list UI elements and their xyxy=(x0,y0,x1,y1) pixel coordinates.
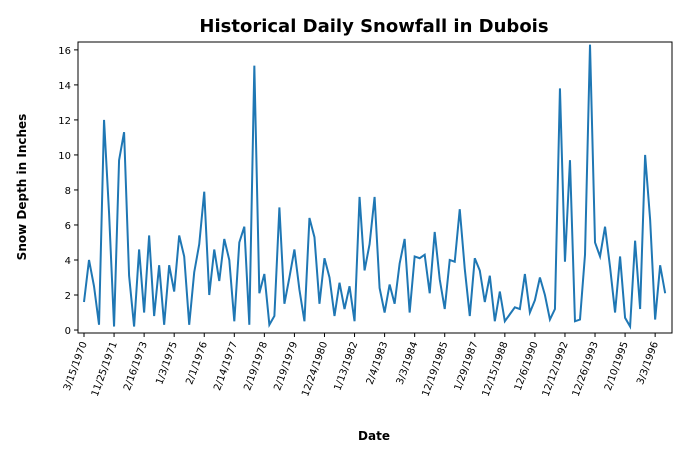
chart-title: Historical Daily Snowfall in Dubois xyxy=(199,16,548,37)
x-tick-label: 12/15/1988 xyxy=(481,340,511,398)
x-tick-label: 3/3/1996 xyxy=(635,340,661,386)
y-tick-label: 12 xyxy=(58,116,71,127)
x-tick-label: 3/3/1984 xyxy=(395,340,421,386)
x-tick-label: 12/24/1980 xyxy=(300,340,330,398)
x-tick-label: 12/6/1990 xyxy=(513,340,541,392)
y-axis-label: Snow Depth in Inches xyxy=(15,114,29,261)
y-tick-label: 16 xyxy=(58,46,71,57)
x-tick-label: 2/4/1983 xyxy=(365,340,391,386)
x-tick-label: 12/26/1993 xyxy=(571,340,601,398)
x-tick-label: 2/19/1978 xyxy=(242,340,270,392)
line xyxy=(83,44,667,330)
y-tick-label: 8 xyxy=(65,186,71,197)
y-tick-label: 10 xyxy=(58,151,71,162)
y-tick-label: 4 xyxy=(65,256,71,267)
plot-frame xyxy=(77,41,673,334)
y-tick-label: 14 xyxy=(58,81,71,92)
x-tick-label: 1/3/1975 xyxy=(154,340,180,386)
x-tick-label: 2/10/1995 xyxy=(603,340,631,392)
x-tick-label: 1/29/1987 xyxy=(453,340,481,392)
x-axis-label: Date xyxy=(358,429,390,443)
x-tick-label: 2/16/1973 xyxy=(122,340,150,392)
y-tick-label: 2 xyxy=(65,291,71,302)
x-tick-label: 2/1/1976 xyxy=(184,340,210,386)
y-tick-label: 6 xyxy=(65,221,71,232)
x-tick-label: 12/19/1985 xyxy=(420,340,450,398)
y-tick-label: 0 xyxy=(65,326,71,337)
x-tick-label: 3/15/1970 xyxy=(62,340,90,392)
x-tick-label: 1/13/1982 xyxy=(332,340,360,392)
x-tick-label: 2/19/1979 xyxy=(272,340,300,392)
x-tick-label: 2/14/1977 xyxy=(212,340,240,392)
x-tick-label: 11/25/1971 xyxy=(90,340,120,398)
x-tick-label: 12/12/1992 xyxy=(541,340,571,398)
